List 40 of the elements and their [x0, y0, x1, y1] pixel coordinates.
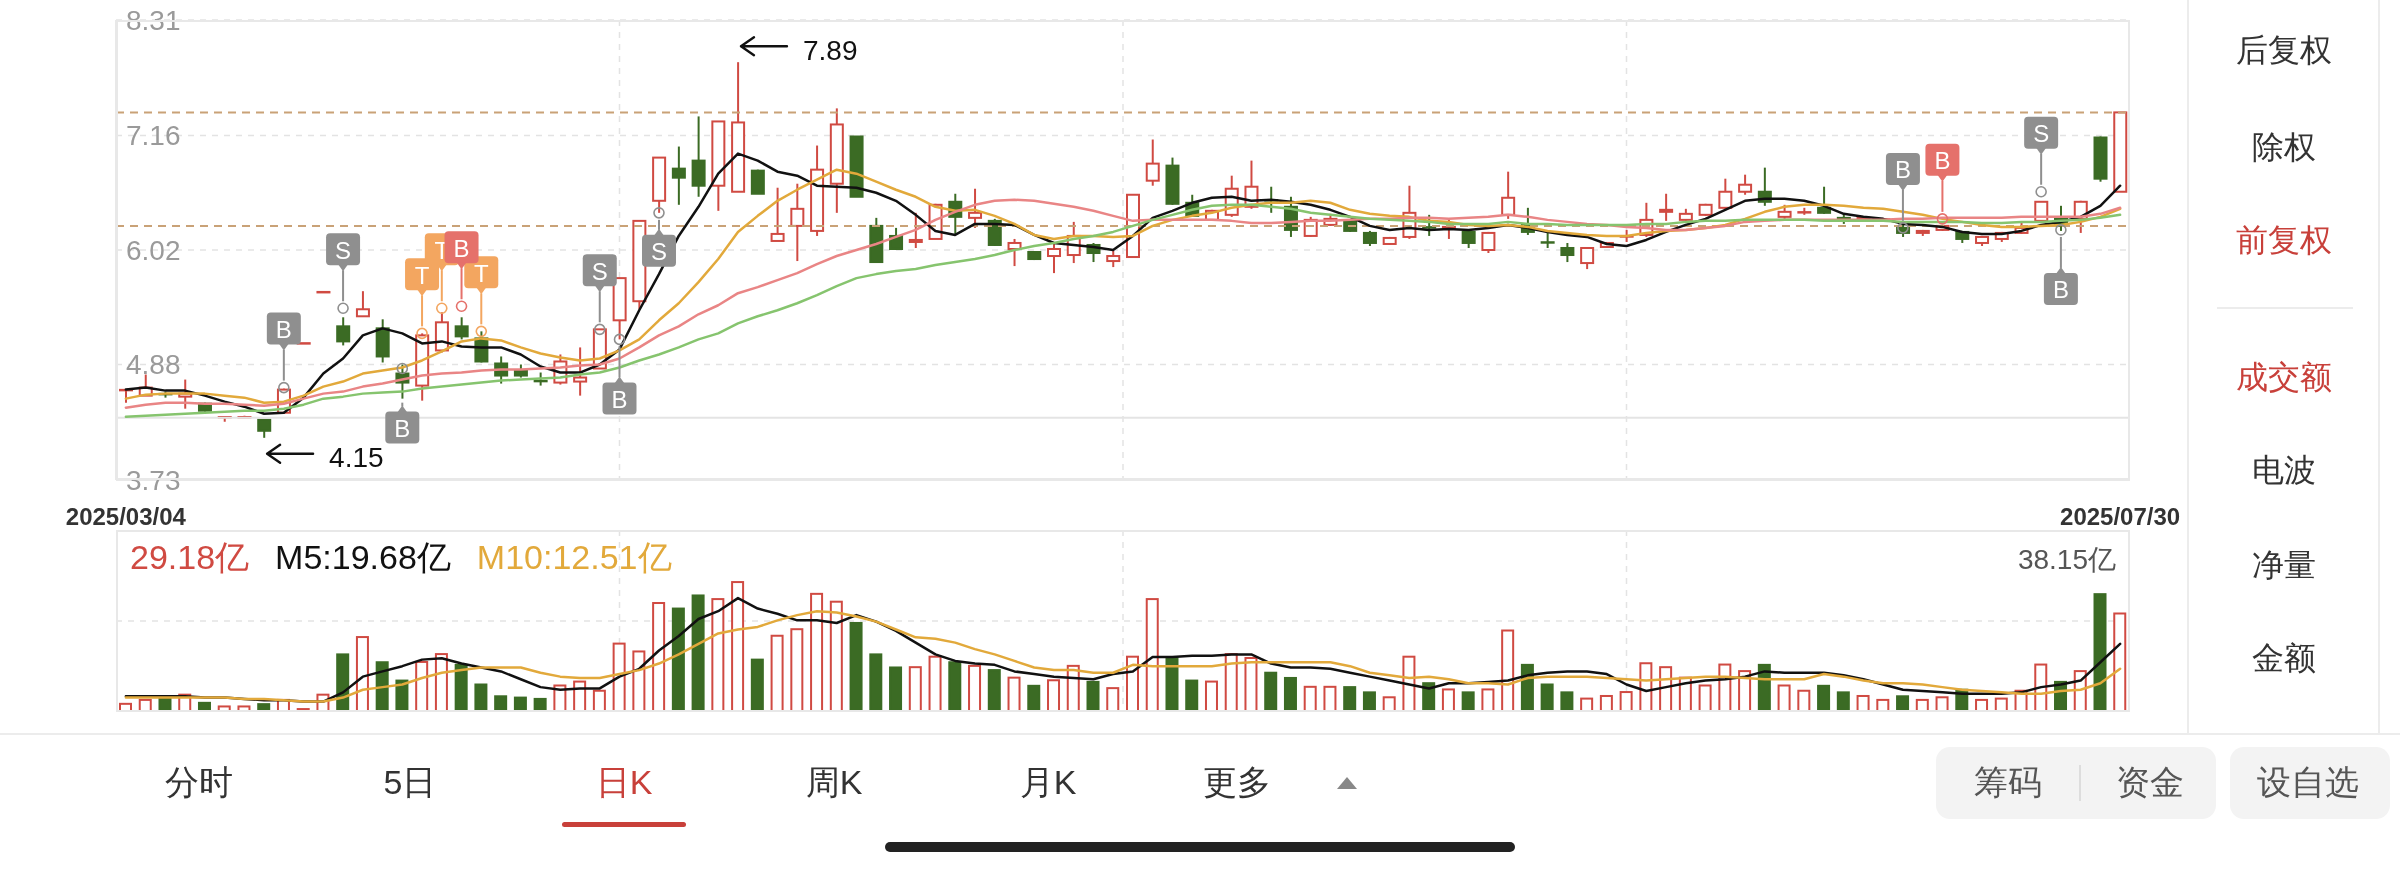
- text: M10:12.51亿: [476, 537, 672, 578]
- text: 周K: [805, 763, 863, 803]
- text: M5:19.68亿: [275, 537, 451, 578]
- annotation: 4.15: [329, 442, 384, 474]
- data-label: S: [591, 257, 608, 285]
- text: 除权: [2252, 128, 2316, 166]
- data-label: S: [650, 238, 667, 266]
- text: 前复权: [2236, 221, 2332, 259]
- data-label: S: [335, 236, 352, 264]
- data-label: B: [394, 415, 411, 443]
- data-label: B: [1934, 147, 1951, 175]
- text: 29.18亿: [130, 537, 250, 578]
- text: 后复权: [2236, 31, 2332, 69]
- text: 资金: [2116, 763, 2184, 803]
- data-label: B: [611, 385, 628, 413]
- annotation: 7.89: [802, 34, 858, 66]
- text: 38.15亿: [2017, 543, 2116, 577]
- data-label: T: [473, 259, 489, 287]
- y-tick-label: 4.88: [126, 349, 181, 380]
- data-label: T: [414, 261, 430, 289]
- text: 成交额: [2236, 358, 2332, 396]
- text: 日K: [595, 763, 653, 803]
- text: 更多: [1203, 763, 1271, 803]
- text: 设自选: [2257, 763, 2359, 803]
- data-label: S: [2033, 120, 2050, 148]
- text: 电波: [2252, 451, 2316, 489]
- text: 分时: [165, 763, 233, 803]
- x-tick-label: 2025/03/04: [65, 502, 187, 530]
- text: 金额: [2252, 639, 2316, 677]
- text: 净量: [2252, 546, 2316, 584]
- data-label: B: [1894, 156, 1911, 184]
- x-tick-label: 2025/07/30: [2060, 502, 2181, 530]
- y-tick-label: 7.16: [126, 120, 181, 151]
- text: 筹码: [1974, 763, 2042, 803]
- text: 月K: [1019, 763, 1077, 803]
- data-label: B: [453, 234, 470, 262]
- data-label: B: [2052, 276, 2069, 304]
- data-label: B: [275, 316, 292, 344]
- y-tick-label: 6.02: [126, 234, 181, 266]
- text: 5日: [383, 763, 437, 803]
